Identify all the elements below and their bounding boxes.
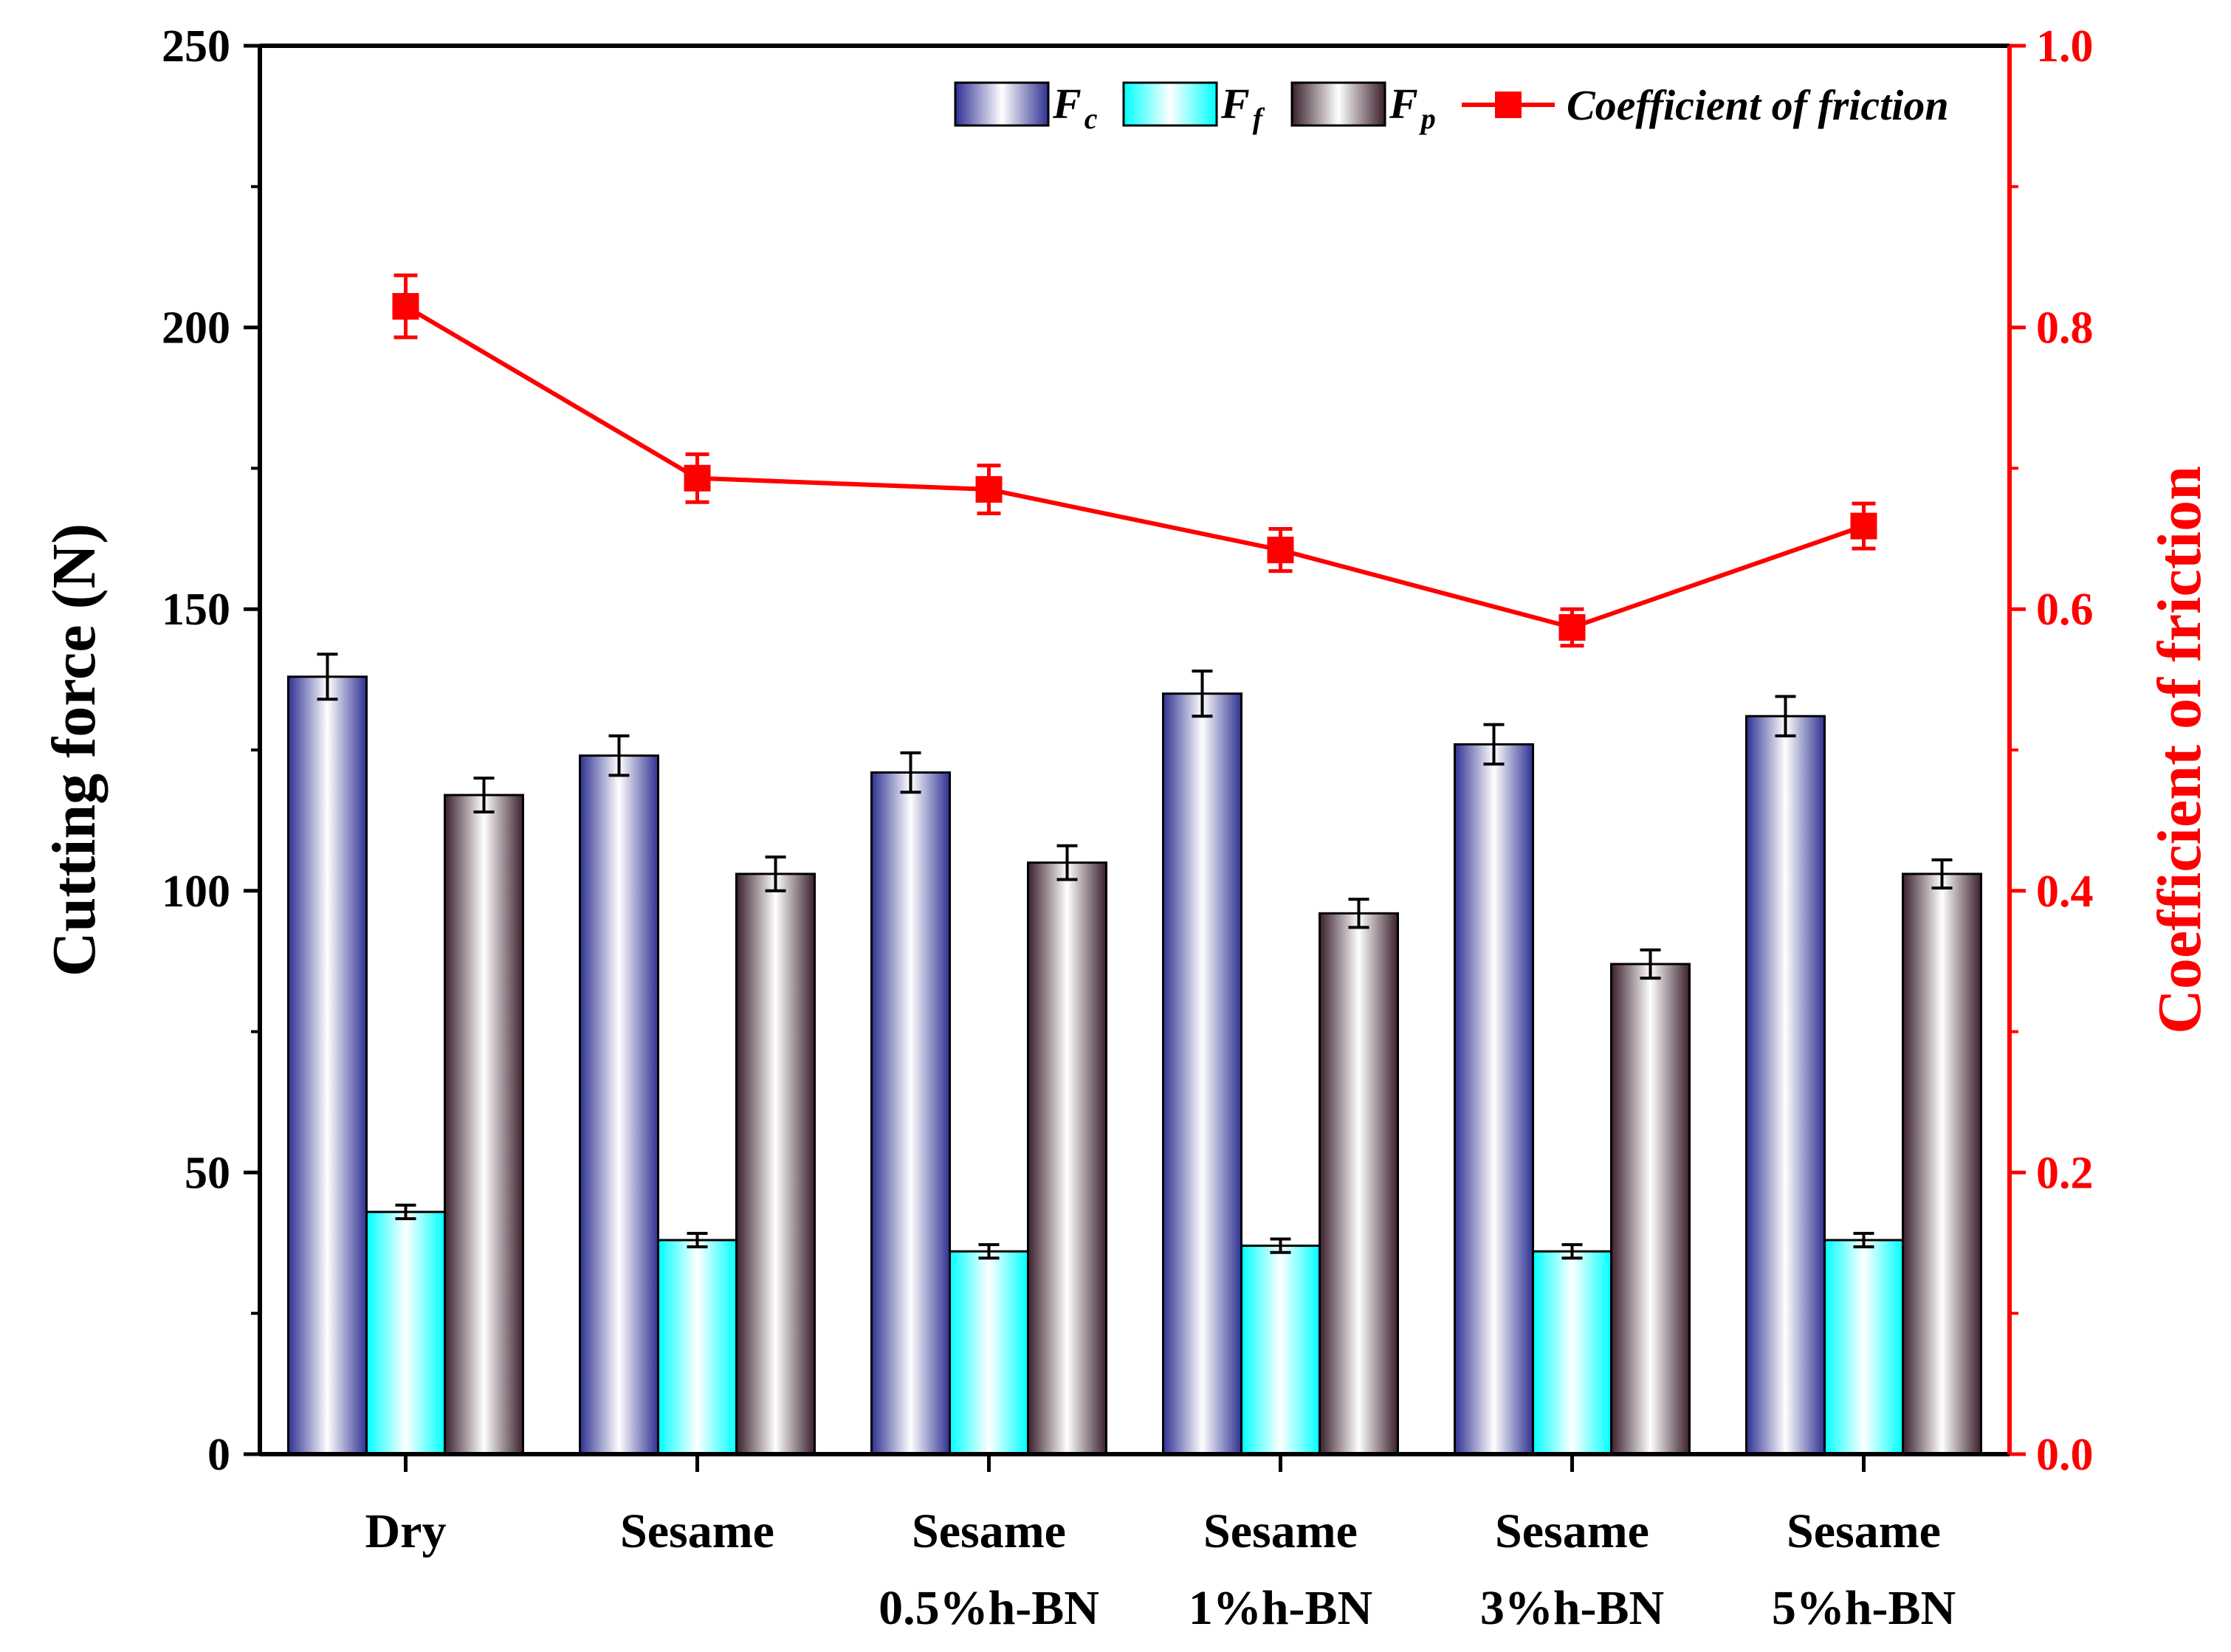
x-tick-label-4-0: Sesame [1495, 1504, 1649, 1558]
bar-c-2 [870, 771, 951, 1456]
y2-tick-label-2: 0.4 [2036, 867, 2094, 917]
x-tick-label-4-1: 3%h-BN [1480, 1581, 1664, 1635]
legend-label-cof: Coefficient of friction [1567, 81, 1949, 129]
y-tick-label-1: 50 [185, 1148, 230, 1198]
y2-tick-label-1: 0.2 [2036, 1148, 2094, 1198]
x-tick-label-2-1: 0.5%h-BN [879, 1581, 1099, 1635]
y-axis-title: Cutting force (N) [40, 523, 109, 977]
bar-f-0 [365, 1211, 446, 1456]
bar-p-3 [1319, 912, 1399, 1456]
bar-f-4 [1532, 1250, 1612, 1456]
bar-c-0 [287, 675, 368, 1456]
bar-c-3 [1162, 692, 1242, 1456]
x-tick-label-2-0: Sesame [912, 1504, 1066, 1558]
x-tick-label-3-1: 1%h-BN [1189, 1581, 1372, 1635]
y-tick-label-2: 100 [162, 867, 230, 917]
bar-p-2 [1027, 861, 1107, 1456]
cof-point-3 [1267, 537, 1294, 564]
y-tick-label-4: 200 [162, 303, 230, 354]
cof-point-5 [1850, 512, 1877, 540]
x-tick-label-3-0: Sesame [1203, 1504, 1358, 1558]
y-tick-label-0: 0 [207, 1430, 230, 1480]
x-tick-label-5-1: 5%h-BN [1772, 1581, 1956, 1635]
x-tick-label-0-0: Dry [365, 1504, 447, 1558]
legend-swatch-c [954, 81, 1050, 127]
y2-tick-label-4: 0.8 [2036, 303, 2094, 354]
legend-subscript-c: c [1084, 102, 1098, 135]
bar-p-4 [1610, 963, 1691, 1456]
y-tick-label-5: 250 [162, 21, 230, 72]
y2-tick-label-0: 0.0 [2036, 1430, 2094, 1480]
legend-swatch-f [1122, 81, 1218, 127]
y2-tick-label-3: 0.6 [2036, 585, 2094, 635]
legend-subscript-f: f [1253, 102, 1265, 135]
legend-cof-marker [1495, 92, 1522, 118]
y-tick-label-3: 150 [162, 585, 230, 635]
legend-swatch-p [1290, 81, 1386, 127]
bar-f-3 [1240, 1245, 1321, 1456]
bar-f-5 [1823, 1239, 1904, 1456]
y2-tick-label-5: 1.0 [2036, 21, 2094, 72]
legend-subscript-p: p [1419, 102, 1436, 135]
y2-axis-title: Coefficient of friction [2145, 466, 2214, 1034]
bar-c-4 [1454, 743, 1534, 1456]
cof-point-2 [975, 476, 1003, 503]
x-tick-label-1-0: Sesame [620, 1504, 774, 1558]
x-tick-label-5-0: Sesame [1787, 1504, 1941, 1558]
bar-c-5 [1745, 715, 1826, 1456]
cof-line [404, 304, 1865, 630]
bar-f-2 [949, 1250, 1029, 1456]
bar-p-1 [735, 873, 816, 1456]
bar-p-5 [1902, 873, 1982, 1456]
bar-p-0 [444, 794, 524, 1456]
bar-c-1 [579, 754, 659, 1456]
cof-point-1 [684, 464, 711, 492]
cof-point-0 [392, 292, 419, 320]
cof-point-4 [1558, 614, 1586, 641]
bar-f-1 [657, 1239, 738, 1456]
